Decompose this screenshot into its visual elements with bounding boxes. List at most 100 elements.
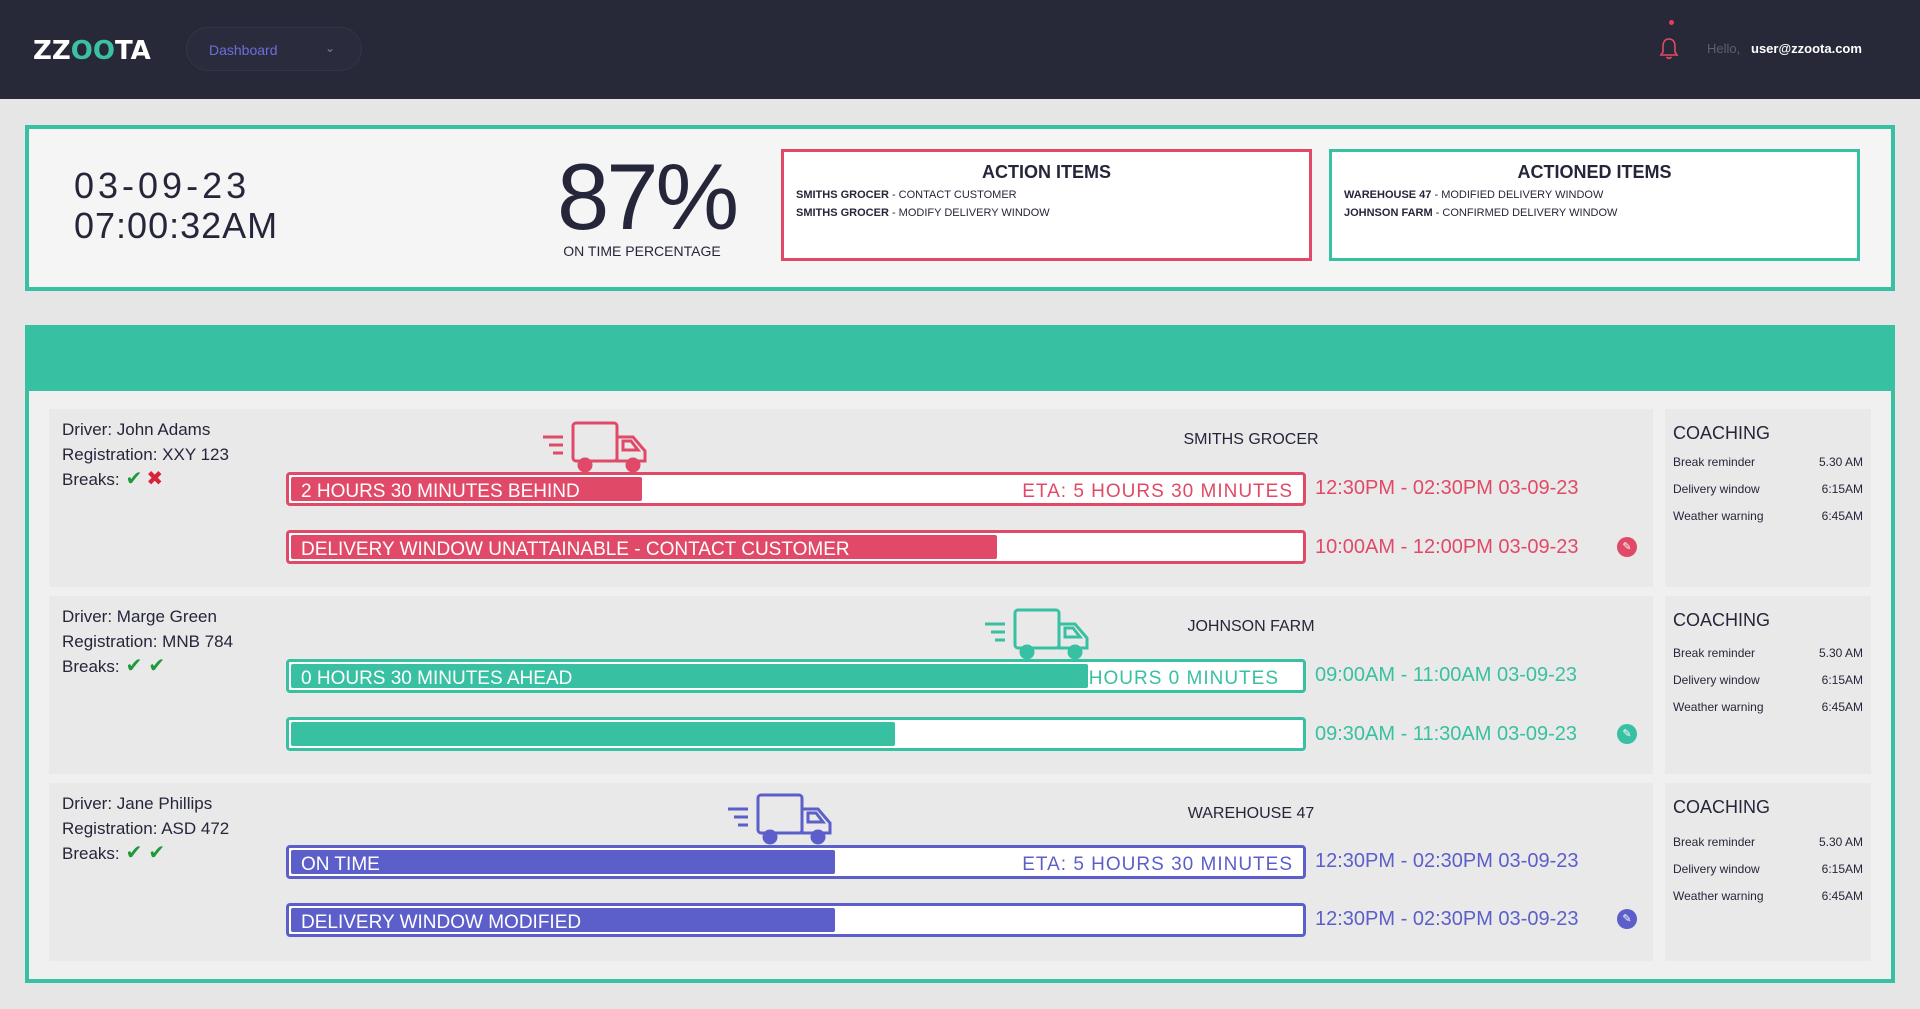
coaching-row: Break reminder 5.30 AM <box>1673 455 1863 469</box>
logo[interactable]: ZZOOTA <box>33 36 151 66</box>
coaching-row: Delivery window 6:15AM <box>1673 673 1863 687</box>
status-bar[interactable]: 2 HOURS 30 MINUTES BEHIND ETA: 5 HOURS 3… <box>286 472 1306 506</box>
delivery-card: Driver: Jane Phillips Registration: ASD … <box>49 783 1653 961</box>
coaching-title: COACHING <box>1673 797 1771 817</box>
eta-text: ETA: 5 HOURS 30 MINUTES <box>1022 854 1293 875</box>
check-icon: ✔ <box>125 842 143 864</box>
customer-name: SMITHS GROCER <box>1183 431 1319 448</box>
coaching-row: Delivery window 6:15AM <box>1673 482 1863 496</box>
breaks-label: Breaks: <box>62 470 120 489</box>
chevron-down-icon: ⌄ <box>325 41 336 55</box>
coaching-label: Break reminder <box>1673 646 1756 660</box>
eta-window: 09:00AM - 11:00AM 03-09-23 <box>1315 664 1578 686</box>
coaching-row: Weather warning 6:45AM <box>1673 700 1863 714</box>
customer-name: WAREHOUSE 47 <box>1187 805 1315 822</box>
coaching-time: 6:15AM <box>1821 862 1863 876</box>
coaching-time: 6:45AM <box>1821 889 1863 903</box>
breaks-label: Breaks: <box>62 844 120 863</box>
status-bar-fill <box>291 850 835 874</box>
coaching-row: Delivery window 6:15AM <box>1673 862 1863 876</box>
coaching-row: Weather warning 6:45AM <box>1673 889 1863 903</box>
check-icon: ✔ <box>125 655 143 677</box>
driver-registration: Registration: ASD 472 <box>62 819 230 838</box>
check-icon: ✔ <box>148 655 166 677</box>
driver-name: Driver: Jane Phillips <box>62 794 213 813</box>
window-bar[interactable]: DELIVERY WINDOW MODIFIED <box>286 903 1306 937</box>
action-items-box: ACTION ITEMS SMITHS GROCER - CONTACT CUS… <box>781 149 1312 261</box>
action-item-customer: SMITHS GROCER <box>796 207 889 219</box>
status-bar-fill <box>291 477 642 501</box>
edit-icon[interactable]: ✎ <box>1617 537 1637 557</box>
action-item-text: - MODIFY DELIVERY WINDOW <box>888 207 1050 219</box>
coaching-title: COACHING <box>1673 610 1771 630</box>
on-time-percentage-label: ON TIME PERCENTAGE <box>563 243 721 259</box>
coaching-card: COACHING Break reminder 5.30 AM Delivery … <box>1665 409 1871 587</box>
action-item-text: - CONTACT CUSTOMER <box>888 189 1017 201</box>
coaching-label: Break reminder <box>1673 455 1756 469</box>
coaching-title: COACHING <box>1673 423 1771 443</box>
coaching-label: Delivery window <box>1673 482 1760 496</box>
greeting: Hello, <box>1707 41 1741 56</box>
actioned-item[interactable]: JOHNSON FARM - CONFIRMED DELIVERY WINDOW <box>1344 207 1857 219</box>
actioned-item-customer: WAREHOUSE 47 <box>1344 189 1432 201</box>
driver-info: Driver: Jane Phillips Registration: ASD … <box>62 791 229 866</box>
truck-icon <box>543 421 647 473</box>
coaching-label: Delivery window <box>1673 673 1760 687</box>
window-bar[interactable]: DELIVERY WINDOW UNATTAINABLE - CONTACT C… <box>286 530 1306 564</box>
driver-breaks: Breaks: ✔ ✔ <box>62 841 229 866</box>
window-bar-fill <box>291 722 896 746</box>
delivery-window: 12:30PM - 02:30PM 03-09-23 <box>1315 908 1579 930</box>
driver-info: Driver: John Adams Registration: XXY 123… <box>62 417 229 492</box>
truck-icon <box>985 608 1089 660</box>
action-item[interactable]: SMITHS GROCER - CONTACT CUSTOMER <box>796 189 1309 201</box>
notification-dot <box>1669 20 1674 25</box>
dashboard-select[interactable]: Dashboard ⌄ <box>186 27 362 71</box>
coaching-row: Break reminder 5.30 AM <box>1673 835 1863 849</box>
status-bar-fill <box>291 664 1089 688</box>
on-time-percentage: 87% <box>557 144 739 249</box>
status-bar[interactable]: 0 HOURS 30 MINUTES AHEAD ETA: 2 HOURS 0 … <box>286 659 1306 693</box>
delivery-window: 10:00AM - 12:00PM 03-09-23 <box>1315 536 1579 558</box>
deliveries-header <box>29 329 1891 391</box>
coaching-time: 5.30 AM <box>1818 455 1863 469</box>
coaching-row: Break reminder 5.30 AM <box>1673 646 1863 660</box>
coaching-time: 6:15AM <box>1821 673 1863 687</box>
actioned-item[interactable]: WAREHOUSE 47 - MODIFIED DELIVERY WINDOW <box>1344 189 1857 201</box>
current-time: 07:00:32AM <box>74 205 279 246</box>
logo-text-accent: OO <box>70 36 115 66</box>
check-icon: ✔ <box>148 842 166 864</box>
window-bar-fill <box>291 535 997 559</box>
window-status-text: DELIVERY WINDOW MODIFIED <box>301 912 582 933</box>
window-status-text: DELIVERY WINDOW UNATTAINABLE - CONTACT C… <box>301 539 850 560</box>
actioned-item-text: - MODIFIED DELIVERY WINDOW <box>1431 189 1604 201</box>
status-bar[interactable]: ON TIME ETA: 5 HOURS 30 MINUTES <box>286 845 1306 879</box>
breaks-label: Breaks: <box>62 657 120 676</box>
coaching-card: COACHING Break reminder 5.30 AM Delivery … <box>1665 596 1871 774</box>
eta-window: 12:30PM - 02:30PM 03-09-23 <box>1315 477 1579 499</box>
current-date: 03-09-23 <box>74 165 251 206</box>
actioned-item-customer: JOHNSON FARM <box>1344 207 1433 219</box>
coaching-time: 6:45AM <box>1821 700 1863 714</box>
eta-text: ETA: 5 HOURS 30 MINUTES <box>1022 481 1293 502</box>
driver-breaks: Breaks: ✔ ✔ <box>62 654 233 679</box>
coaching-time: 6:45AM <box>1821 509 1863 523</box>
top-bar: ZZOOTA Dashboard ⌄ Hello, user@zzoota.co… <box>0 0 1920 99</box>
driver-registration: Registration: MNB 784 <box>62 632 234 651</box>
dashboard-select-label: Dashboard <box>209 42 278 58</box>
driver-info: Driver: Marge Green Registration: MNB 78… <box>62 604 233 679</box>
delivery-card: Driver: John Adams Registration: XXY 123… <box>49 409 1653 587</box>
action-item[interactable]: SMITHS GROCER - MODIFY DELIVERY WINDOW <box>796 207 1309 219</box>
coaching-time: 6:15AM <box>1821 482 1863 496</box>
coaching-card: COACHING Break reminder 5.30 AM Delivery … <box>1665 783 1871 961</box>
bell-icon[interactable] <box>1658 36 1680 60</box>
actioned-items-title: ACTIONED ITEMS <box>1517 162 1672 182</box>
user-email[interactable]: user@zzoota.com <box>1751 41 1862 56</box>
deliveries-panel: Driver: John Adams Registration: XXY 123… <box>25 325 1895 983</box>
driver-breaks: Breaks: ✔ ✖ <box>62 467 229 492</box>
eta-window: 12:30PM - 02:30PM 03-09-23 <box>1315 850 1579 872</box>
edit-icon[interactable]: ✎ <box>1617 909 1637 929</box>
summary-panel: 03-09-23 07:00:32AM 87% ON TIME PERCENTA… <box>25 125 1895 291</box>
edit-icon[interactable]: ✎ <box>1617 724 1637 744</box>
window-bar[interactable] <box>286 717 1306 751</box>
truck-icon <box>728 793 832 845</box>
